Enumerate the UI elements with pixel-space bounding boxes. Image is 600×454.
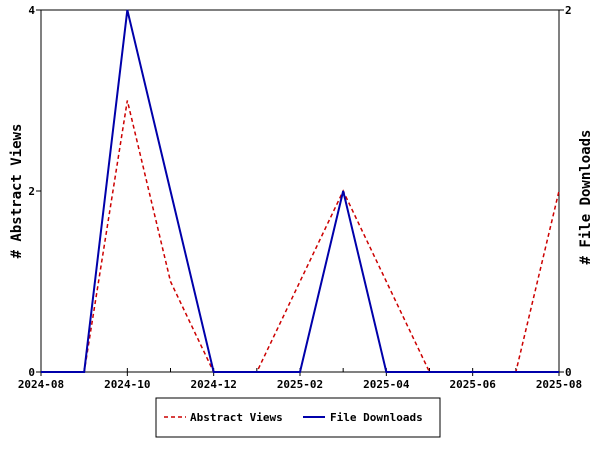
legend-label-abstract-views: Abstract Views — [190, 411, 283, 424]
plot-area — [40, 9, 560, 373]
right-tick-label: 2 — [565, 4, 572, 17]
legend: Abstract Views File Downloads — [155, 397, 441, 438]
right-axis-ticks: 02 — [559, 4, 572, 379]
legend-label-file-downloads: File Downloads — [330, 411, 423, 424]
series-line-abstract-views — [41, 100, 560, 373]
x-tick-label: 2024-12 — [190, 378, 236, 391]
legend-box — [155, 397, 441, 438]
x-tick-label: 2025-04 — [363, 378, 410, 391]
series-layer — [41, 9, 560, 373]
x-tick-label: 2024-08 — [18, 378, 64, 391]
x-axis-ticks: 2024-08 2024-10 2024-12 2025-02 2025-04 2025-… — [18, 368, 582, 391]
series-line-file-downloads — [41, 9, 559, 373]
x-tick-label: 2024-10 — [104, 378, 150, 391]
x-tick-label: 2025-06 — [449, 378, 496, 391]
x-tick-label: 2025-02 — [277, 378, 323, 391]
left-axis-ticks: 0 2 4 — [28, 4, 41, 379]
right-tick-label: 0 — [565, 366, 572, 379]
left-axis-title: # Abstract Views — [9, 124, 25, 259]
x-tick-label: 2025-08 — [536, 378, 582, 391]
left-tick-label: 0 — [28, 366, 35, 379]
right-axis-title: # File Downloads — [578, 130, 594, 265]
left-tick-label: 2 — [28, 185, 35, 198]
left-tick-label: 4 — [28, 4, 35, 17]
